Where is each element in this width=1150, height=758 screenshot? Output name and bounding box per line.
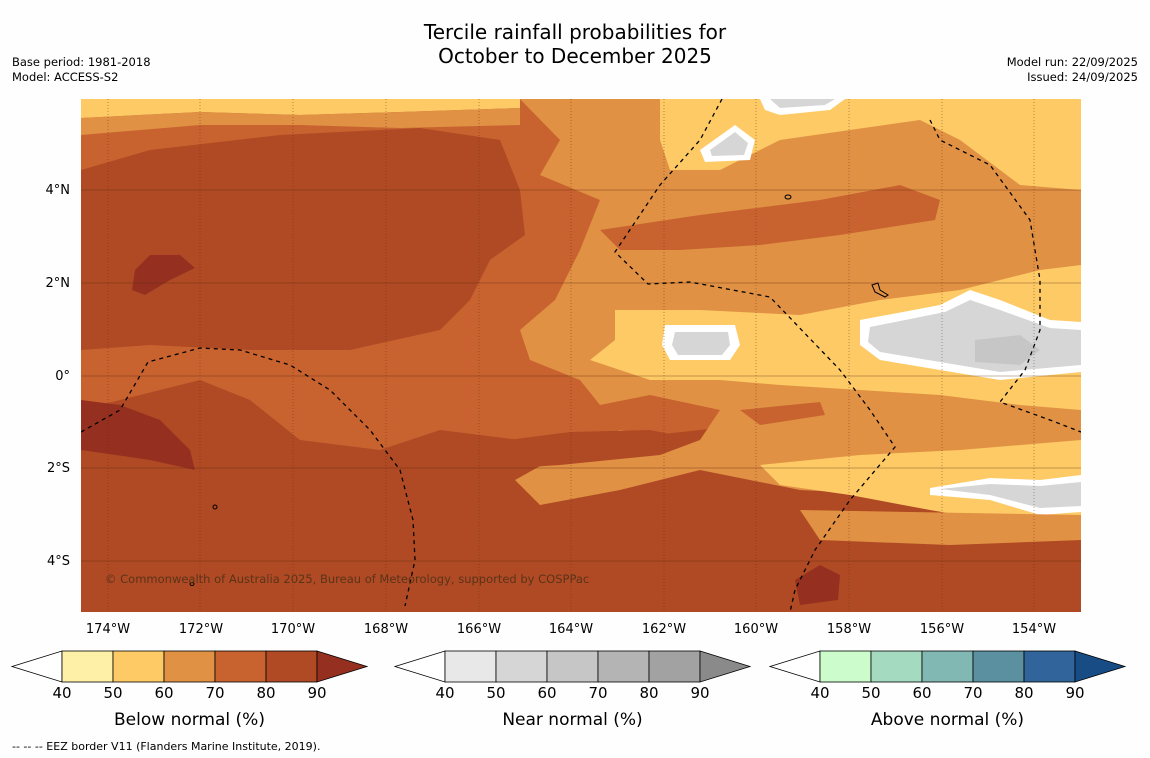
region-70-south-east <box>740 402 825 425</box>
near-normal-d-inner <box>710 132 748 156</box>
meta-right: Model run: 22/09/2025 Issued: 24/09/2025 <box>1007 55 1138 85</box>
region-80-west <box>81 128 525 350</box>
lon-label: 162°W <box>641 622 687 637</box>
graticule <box>81 99 1081 612</box>
colorbar-title: Below normal (%) <box>114 710 265 730</box>
colorbar-tick-label: 50 <box>103 684 123 702</box>
copyright-notice: © Commonwealth of Australia 2025, Bureau… <box>105 572 590 586</box>
lon-label: 166°W <box>456 622 502 637</box>
colorbar-tick-label: 60 <box>537 684 557 702</box>
lon-label: 168°W <box>363 622 409 637</box>
colorbar-tick-label: 50 <box>861 684 881 702</box>
model-run: Model run: 22/09/2025 <box>1006 55 1138 69</box>
region-50-north <box>660 99 1081 190</box>
region-50-nw <box>81 99 520 118</box>
colorbar-tick-label: 50 <box>486 684 506 702</box>
lon-label: 174°W <box>85 622 131 637</box>
colorbar-tick-label: 40 <box>435 684 455 702</box>
colorbar-tick-label: 70 <box>588 684 608 702</box>
colorbar-tick-label: 90 <box>1065 684 1085 702</box>
islands <box>189 194 889 586</box>
lon-label: 172°W <box>178 622 224 637</box>
lon-label: 170°W <box>270 622 316 637</box>
colorbar-tick-label: 80 <box>1014 684 1034 702</box>
region-90-west <box>81 400 195 470</box>
title-line-1: Tercile rainfall probabilities for <box>423 20 727 44</box>
colorbar-tick-label: 90 <box>690 684 710 702</box>
model-name: Model: ACCESS-S2 <box>12 70 119 84</box>
colorbar-tick-label: 90 <box>307 684 327 702</box>
issued-date: Issued: 24/09/2025 <box>1027 70 1138 84</box>
base-period: Base period: 1981-2018 <box>12 55 151 69</box>
colorbar-tick-label: 70 <box>963 684 983 702</box>
map-title: Tercile rainfall probabilities for Octob… <box>0 20 1150 68</box>
near-normal-c-inner <box>940 482 1081 508</box>
meta-left: Base period: 1981-2018 Model: ACCESS-S2 <box>12 55 151 85</box>
eez-border-east <box>929 119 1081 433</box>
colorbar-tick-label: 60 <box>154 684 174 702</box>
eez-footnote: -- -- -- EEZ border V11 (Flanders Marine… <box>12 740 321 753</box>
region-70-east <box>600 185 940 250</box>
colorbar-tick-label: 40 <box>52 684 72 702</box>
lat-label: 2°S <box>46 461 70 476</box>
colorbar-tick-label: 80 <box>256 684 276 702</box>
lon-label: 164°W <box>548 622 594 637</box>
colorbar-tick-label: 60 <box>912 684 932 702</box>
eez-border-central <box>614 99 896 612</box>
lon-label: 158°W <box>826 622 872 637</box>
colorbar-tick-label: 70 <box>205 684 225 702</box>
lat-label: 4°N <box>45 183 71 198</box>
title-line-2: October to December 2025 <box>438 44 712 68</box>
colorbar-tick-label: 80 <box>639 684 659 702</box>
lon-label: 156°W <box>919 622 965 637</box>
colorbar-tick-label: 40 <box>810 684 830 702</box>
region-90-nw <box>132 255 195 295</box>
near-normal-e-inner <box>770 99 835 108</box>
near-normal-b-core <box>975 335 1040 365</box>
lat-label: 4°S <box>46 554 70 569</box>
region-60-nw <box>81 108 520 135</box>
eez-border-west <box>81 347 416 607</box>
eez-borders <box>81 99 1081 612</box>
colorbar-title: Near normal (%) <box>502 710 643 730</box>
lon-label: 154°W <box>1011 622 1057 637</box>
lon-label: 160°W <box>733 622 779 637</box>
lat-label: 0° <box>55 369 70 384</box>
near-normal-a-inner <box>672 332 730 355</box>
region-90-se <box>795 565 840 605</box>
colorbar-title: Above normal (%) <box>870 710 1025 730</box>
region-60-se <box>800 510 1081 545</box>
region-80-south <box>470 430 700 470</box>
lat-label: 2°N <box>45 276 71 291</box>
